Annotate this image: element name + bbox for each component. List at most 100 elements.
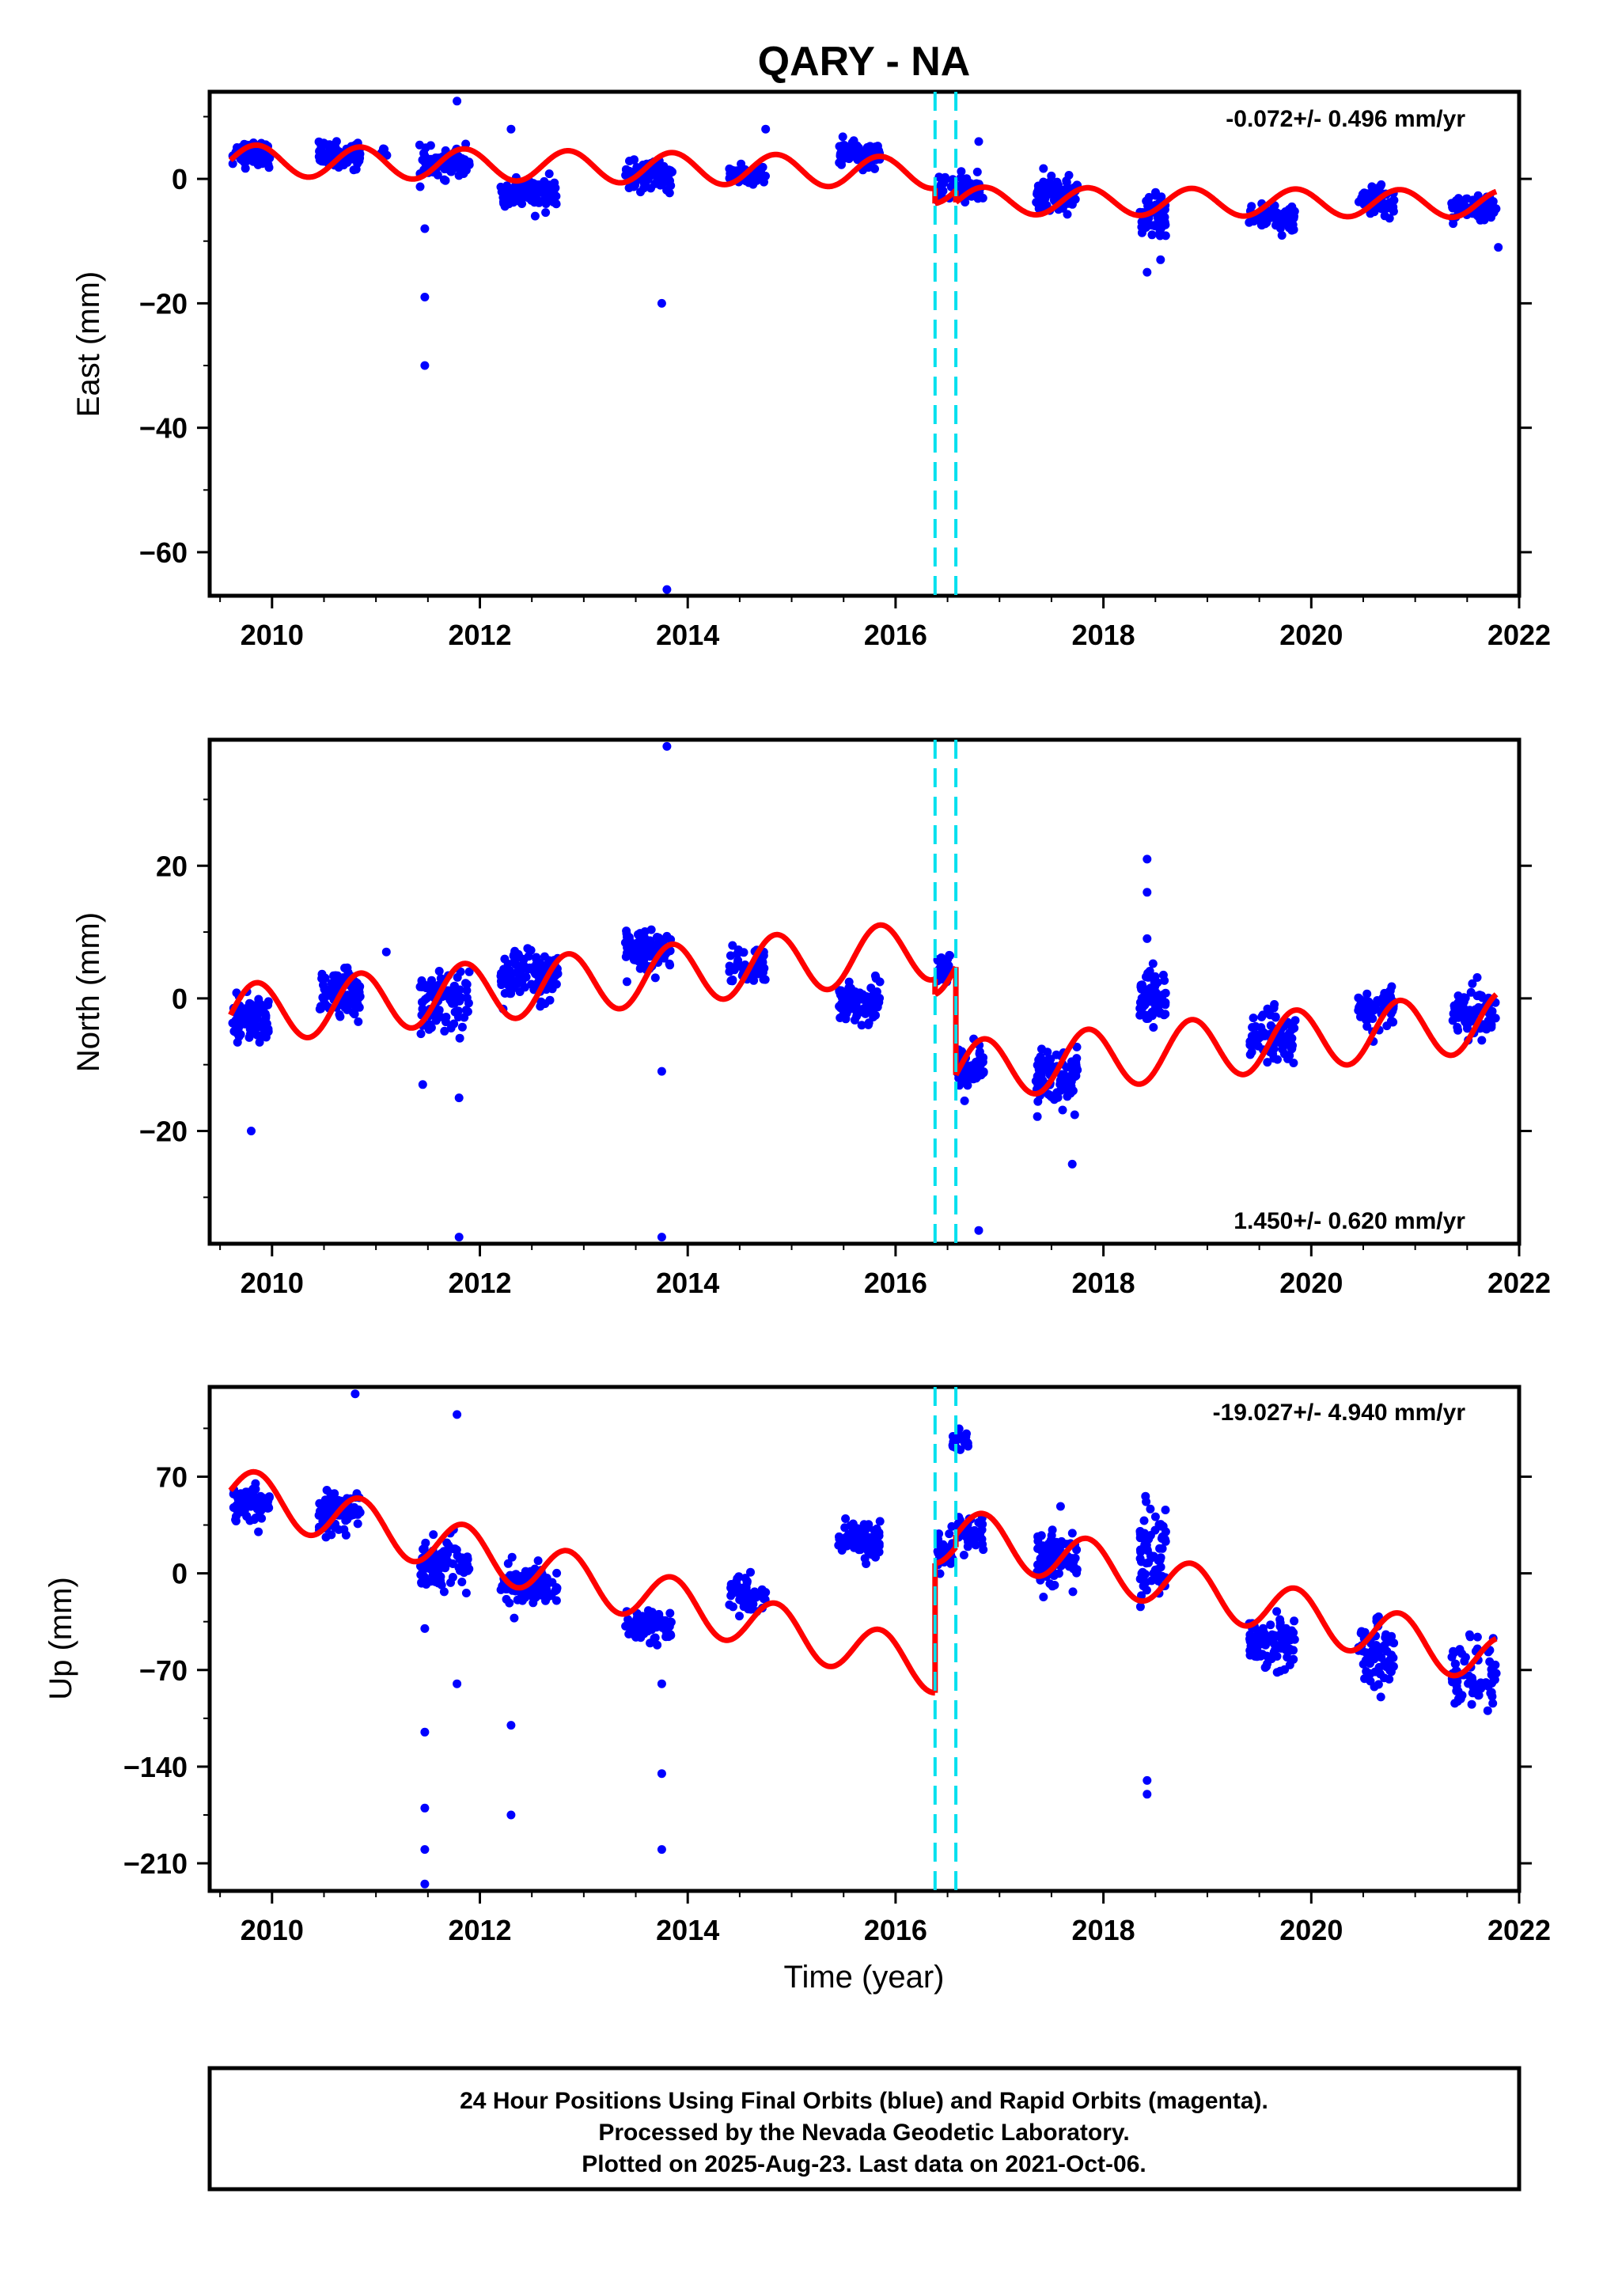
up-data-point [461,1589,471,1597]
up-data-point [662,1625,672,1635]
up-data-point [343,1510,353,1520]
up-data-point [1072,1568,1082,1578]
up-data-point [505,1598,514,1608]
figure-title: QARY - NA [758,39,971,85]
east-data-point [1050,185,1059,195]
up-outlier-point [657,1679,666,1688]
up-data-point [507,1552,517,1562]
east-data-point [317,157,327,166]
east-outlier-point [420,224,430,233]
up-data-point [1374,1680,1383,1689]
north-data-point [1035,1068,1044,1078]
up-data-point [256,1506,266,1515]
up-data-point [1065,1558,1074,1567]
up-data-point [1473,1691,1483,1700]
north-data-point [502,968,511,977]
north-data-point [1458,1008,1468,1017]
north-plot-area [228,741,1500,1242]
north-x-tick-label: 2018 [1072,1267,1135,1299]
up-data-point [1146,1551,1155,1560]
north-outlier-point [657,1233,666,1242]
up-data-point [647,1625,657,1635]
north-data-point [1355,1002,1364,1012]
up-data-point [448,1573,457,1582]
east-data-point [1275,224,1285,233]
north-data-point [418,998,427,1006]
up-data-point [745,1589,755,1598]
north-data-point [519,960,528,969]
east-data-point [1287,208,1295,218]
east-data-point [668,167,676,176]
north-y-tick-label: 20 [156,850,188,882]
north-data-point [864,1020,873,1029]
east-data-point [1289,225,1298,234]
north-data-point [945,950,954,960]
east-data-point [847,140,856,150]
up-data-point [457,1578,467,1586]
north-data-point [1249,1013,1258,1023]
east-data-point [1457,202,1467,211]
east-outlier-point [657,298,666,308]
north-data-point [233,1037,242,1047]
north-outlier-point [657,1067,666,1076]
up-data-point [1262,1661,1271,1671]
east-data-point [256,158,265,168]
up-data-point [1359,1659,1368,1669]
east-plot-area [228,97,1503,594]
up-data-point [735,1595,745,1605]
up-data-point [938,1540,948,1549]
up-data-point [254,1527,263,1536]
north-data-point [340,964,350,972]
up-data-point [1465,1630,1474,1639]
east-data-point [534,180,544,189]
north-data-point [335,1010,344,1019]
north-data-point [1468,1007,1478,1017]
up-data-point [843,1530,853,1539]
east-data-point [354,157,363,166]
east-data-point [726,165,736,175]
north-data-point [317,974,327,983]
north-data-point [532,954,541,964]
north-data-point [1058,1105,1067,1115]
up-data-point [526,1567,536,1576]
east-model-curve-segment [934,188,958,206]
north-x-tick-label: 2016 [864,1267,927,1299]
north-data-point [462,993,472,1002]
north-data-point [1385,994,1394,1003]
up-data-point [1389,1653,1398,1662]
east-data-point [941,172,949,182]
north-data-point [462,986,472,995]
north-data-point [1385,986,1395,995]
up-data-point [635,1621,645,1631]
up-data-point [1268,1651,1277,1661]
up-data-point [442,1538,452,1548]
up-data-point [874,1531,884,1540]
east-data-point [541,208,551,218]
north-data-point [940,968,949,978]
up-data-point [1471,1683,1480,1692]
up-data-point [1385,1674,1394,1684]
east-x-tick-label: 2018 [1072,619,1135,651]
north-data-point [255,1037,264,1047]
north-data-point [545,995,555,1005]
north-data-point [1149,1023,1158,1032]
north-data-point [1072,1054,1082,1063]
north-data-point [1041,1063,1050,1072]
east-data-point [513,195,522,204]
east-outlier-point [420,293,430,301]
north-data-point [551,979,561,989]
north-data-point [354,983,364,993]
up-data-point [1144,1558,1153,1567]
up-data-point [757,1590,767,1599]
up-data-point [346,1503,355,1513]
up-data-point [430,1552,439,1562]
up-data-point [419,1544,429,1553]
east-outlier-point [662,585,672,594]
up-data-point [1142,1497,1151,1506]
up-data-point [1135,1602,1145,1612]
north-data-point [416,1029,426,1039]
north-data-point [506,989,516,998]
up-data-point [355,1508,365,1517]
east-data-point [1137,222,1146,232]
north-outlier-point [418,1080,427,1089]
